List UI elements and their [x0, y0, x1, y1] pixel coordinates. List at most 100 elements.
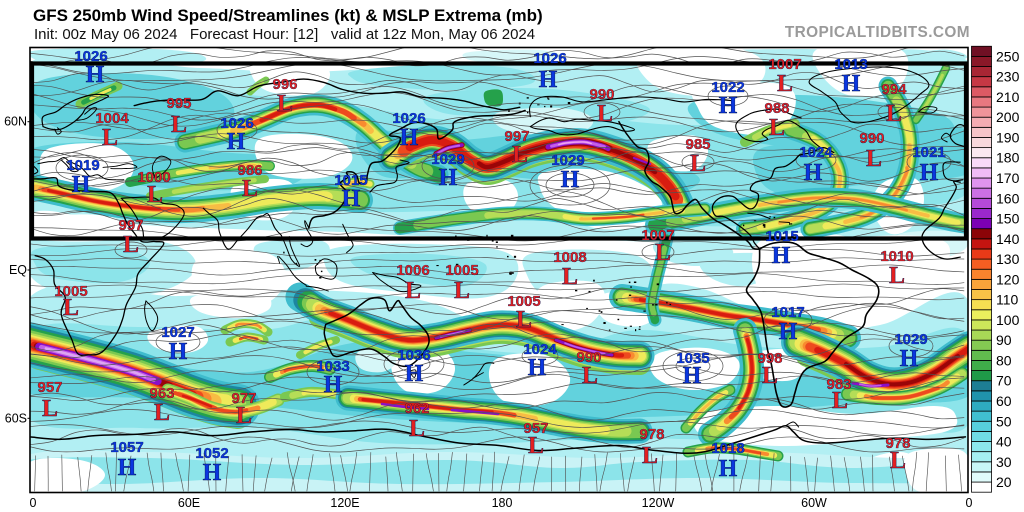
svg-text:60N: 60N [4, 115, 27, 129]
svg-text:L: L [886, 101, 902, 127]
svg-text:L: L [63, 295, 79, 321]
svg-text:180: 180 [996, 150, 1020, 166]
svg-text:1036: 1036 [397, 347, 430, 364]
svg-text:1035: 1035 [676, 350, 709, 367]
svg-text:60E: 60E [178, 496, 200, 510]
svg-text:L: L [642, 443, 658, 469]
svg-text:990: 990 [859, 130, 884, 147]
svg-text:200: 200 [996, 109, 1020, 125]
svg-text:1007: 1007 [641, 227, 674, 244]
svg-text:130: 130 [996, 251, 1020, 267]
svg-text:957: 957 [37, 379, 62, 396]
svg-text:H: H [804, 160, 823, 186]
svg-text:986: 986 [237, 162, 262, 179]
svg-text:TROPICALTIDBITS.COM: TROPICALTIDBITS.COM [785, 24, 970, 41]
svg-text:1018: 1018 [711, 440, 744, 457]
svg-text:1006: 1006 [396, 262, 429, 279]
svg-text:120W: 120W [642, 496, 675, 510]
svg-text:0: 0 [966, 496, 973, 510]
svg-text:H: H [528, 355, 547, 381]
svg-text:H: H [342, 186, 361, 212]
svg-text:L: L [528, 433, 544, 459]
svg-text:H: H [169, 339, 188, 365]
svg-text:1005: 1005 [54, 283, 87, 300]
svg-text:L: L [832, 388, 848, 414]
svg-text:963: 963 [149, 385, 174, 402]
svg-text:H: H [683, 363, 702, 389]
svg-text:996: 996 [272, 76, 297, 93]
svg-text:H: H [405, 361, 424, 387]
svg-text:1005: 1005 [445, 262, 478, 279]
svg-text:1024: 1024 [799, 144, 833, 161]
svg-text:170: 170 [996, 170, 1020, 186]
svg-text:L: L [405, 278, 421, 304]
svg-text:1008: 1008 [553, 249, 586, 266]
svg-text:H: H [772, 243, 791, 269]
svg-text:1013: 1013 [834, 56, 867, 73]
svg-text:L: L [147, 182, 163, 208]
svg-text:H: H [719, 456, 738, 482]
svg-text:70: 70 [996, 373, 1012, 389]
svg-text:H: H [118, 455, 137, 481]
svg-text:1033: 1033 [316, 358, 349, 375]
svg-text:H: H [86, 62, 105, 88]
svg-text:962: 962 [404, 400, 429, 417]
svg-text:120E: 120E [330, 496, 359, 510]
svg-text:50: 50 [996, 413, 1012, 429]
svg-text:H: H [72, 172, 91, 198]
svg-text:L: L [655, 240, 671, 266]
svg-text:H: H [203, 460, 222, 486]
svg-text:1007: 1007 [768, 56, 801, 73]
svg-text:0: 0 [30, 496, 37, 510]
svg-text:1024: 1024 [523, 341, 557, 358]
svg-text:978: 978 [639, 426, 664, 443]
svg-text:H: H [719, 93, 738, 119]
svg-text:120: 120 [996, 271, 1020, 287]
svg-text:994: 994 [881, 81, 907, 98]
svg-text:L: L [597, 101, 613, 127]
svg-text:40: 40 [996, 434, 1012, 450]
svg-text:L: L [242, 176, 258, 202]
svg-text:1052: 1052 [195, 445, 228, 462]
svg-text:1015: 1015 [765, 228, 798, 245]
svg-text:1019: 1019 [66, 157, 99, 174]
svg-text:H: H [900, 346, 919, 372]
svg-text:L: L [769, 115, 785, 141]
svg-text:L: L [277, 91, 293, 117]
svg-text:L: L [171, 112, 187, 138]
svg-text:230: 230 [996, 69, 1020, 85]
svg-text:977: 977 [231, 390, 256, 407]
svg-text:H: H [439, 165, 458, 191]
svg-text:990: 990 [576, 349, 601, 366]
svg-text:L: L [890, 448, 906, 474]
svg-text:L: L [777, 71, 793, 97]
svg-text:Init: 00z May 06 2024 Foreca: Init: 00z May 06 2024 Forecast Hour: [12… [34, 26, 535, 43]
svg-text:60W: 60W [801, 496, 827, 510]
svg-text:L: L [582, 363, 598, 389]
svg-text:H: H [227, 129, 246, 155]
svg-text:180: 180 [492, 496, 513, 510]
svg-text:EQ: EQ [9, 263, 27, 277]
svg-text:957: 957 [523, 420, 548, 437]
svg-text:H: H [539, 67, 558, 93]
svg-text:1029: 1029 [431, 151, 464, 168]
svg-text:80: 80 [996, 352, 1012, 368]
svg-text:100: 100 [996, 312, 1020, 328]
svg-text:1027: 1027 [161, 324, 194, 341]
svg-text:L: L [889, 263, 905, 289]
svg-text:30: 30 [996, 454, 1012, 470]
svg-text:1022: 1022 [711, 79, 744, 96]
svg-text:1017: 1017 [771, 304, 804, 321]
svg-text:150: 150 [996, 211, 1020, 227]
svg-text:GFS 250mb Wind Speed/Streamlin: GFS 250mb Wind Speed/Streamlines (kt) & … [33, 6, 543, 25]
svg-text:60: 60 [996, 393, 1012, 409]
svg-text:998: 998 [757, 350, 782, 367]
svg-text:L: L [454, 278, 470, 304]
svg-text:1021: 1021 [912, 144, 945, 161]
svg-text:160: 160 [996, 190, 1020, 206]
svg-text:20: 20 [996, 474, 1012, 490]
svg-text:H: H [400, 125, 419, 151]
svg-text:90: 90 [996, 332, 1012, 348]
svg-text:1026: 1026 [392, 110, 425, 127]
svg-text:L: L [690, 151, 706, 177]
